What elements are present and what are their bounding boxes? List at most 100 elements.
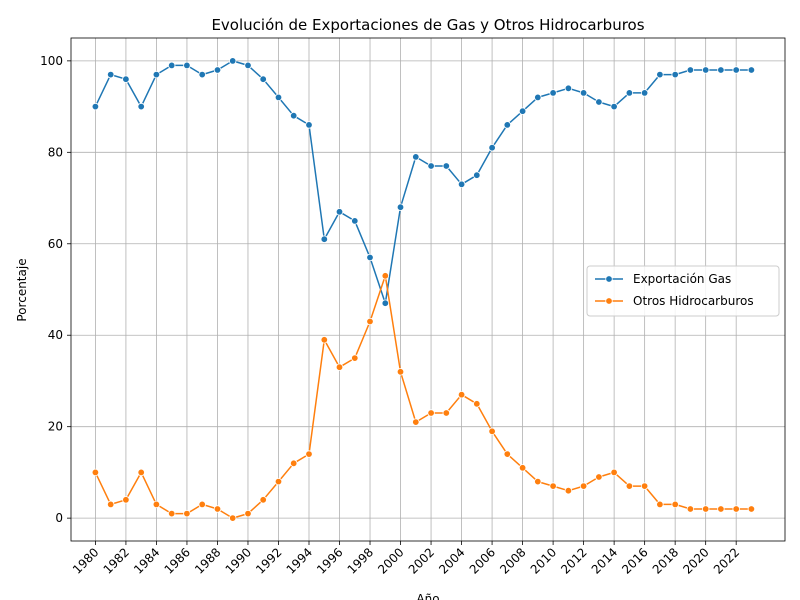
data-point — [320, 235, 328, 243]
data-point — [274, 93, 283, 102]
data-point — [564, 487, 573, 495]
data-point — [732, 505, 740, 513]
data-point — [381, 299, 389, 307]
data-point — [259, 75, 267, 83]
data-point — [488, 143, 496, 152]
chart-title: Evolución de Exportaciones de Gas y Otro… — [211, 16, 644, 34]
legend-swatch-marker — [605, 275, 613, 283]
y-tick-label: 80 — [48, 145, 63, 159]
data-point — [717, 66, 725, 74]
y-tick-label: 20 — [48, 420, 63, 434]
data-point — [564, 84, 573, 92]
data-point — [549, 89, 557, 97]
legend-label: Exportación Gas — [633, 272, 731, 286]
legend: Exportación Gas Otros Hidrocarburos — [586, 265, 780, 317]
data-point — [442, 409, 450, 417]
data-point — [213, 66, 222, 74]
data-point — [335, 208, 344, 216]
legend-swatch-marker — [605, 297, 613, 305]
data-point — [122, 496, 130, 504]
data-point — [412, 153, 420, 161]
data-point — [610, 102, 618, 111]
data-point — [473, 171, 481, 179]
data-point — [473, 400, 481, 408]
data-point — [640, 89, 649, 97]
data-point — [366, 253, 374, 262]
data-point — [320, 336, 328, 344]
data-point — [457, 180, 466, 188]
y-tick-label: 60 — [48, 237, 63, 251]
data-point — [106, 500, 115, 509]
plot-frame — [70, 37, 786, 542]
data-point — [152, 500, 161, 509]
data-point — [259, 496, 267, 504]
data-point — [732, 66, 740, 74]
data-point — [167, 61, 176, 70]
data-point — [137, 468, 145, 477]
data-point — [228, 514, 237, 522]
data-point — [503, 450, 511, 458]
data-point — [183, 509, 191, 518]
data-point — [106, 70, 115, 79]
data-point — [305, 450, 313, 458]
data-point — [427, 162, 435, 170]
series-2 — [91, 272, 756, 522]
legend-label: Otros Hidrocarburos — [633, 294, 754, 308]
data-point — [503, 121, 511, 129]
data-point — [686, 505, 695, 513]
data-point — [686, 66, 695, 74]
data-point — [91, 468, 100, 477]
data-point — [488, 427, 496, 435]
data-point — [702, 66, 710, 74]
data-point — [717, 505, 725, 513]
data-point — [442, 162, 450, 170]
data-point — [625, 89, 634, 97]
data-point — [671, 70, 679, 79]
data-point — [228, 57, 237, 65]
data-point — [305, 121, 313, 129]
data-point — [518, 464, 527, 472]
series-1 — [91, 57, 756, 307]
data-point — [274, 477, 283, 486]
data-point — [595, 98, 603, 106]
data-point — [656, 70, 664, 79]
data-point — [290, 111, 298, 120]
data-point — [610, 468, 618, 477]
data-point — [534, 477, 542, 486]
x-axis-title: Año — [416, 592, 439, 600]
data-point — [244, 61, 252, 70]
data-point — [381, 272, 389, 280]
data-point — [579, 89, 588, 97]
data-point — [198, 500, 206, 509]
data-point — [137, 102, 145, 111]
data-point — [656, 500, 664, 509]
data-point — [290, 459, 298, 467]
data-point — [213, 505, 222, 513]
y-tick-label: 100 — [40, 54, 63, 68]
y-axis-title: Porcentaje — [15, 258, 29, 321]
data-point — [671, 500, 679, 509]
data-point — [427, 409, 435, 417]
data-point — [152, 70, 161, 79]
data-point — [702, 505, 710, 513]
data-point — [122, 75, 130, 83]
data-point — [625, 482, 634, 490]
y-tick-label: 0 — [55, 511, 63, 525]
data-point — [167, 509, 176, 518]
data-point — [412, 418, 420, 426]
data-point — [640, 482, 649, 490]
data-point — [457, 391, 466, 399]
series-group — [91, 57, 756, 522]
data-point — [351, 217, 359, 225]
data-point — [549, 482, 557, 490]
data-point — [747, 66, 756, 74]
data-point — [396, 203, 405, 211]
data-point — [244, 509, 252, 518]
data-point — [579, 482, 588, 490]
data-point — [91, 102, 100, 111]
y-tick-label: 40 — [48, 328, 63, 342]
data-point — [595, 473, 603, 481]
data-point — [351, 354, 359, 362]
data-point — [534, 93, 542, 102]
